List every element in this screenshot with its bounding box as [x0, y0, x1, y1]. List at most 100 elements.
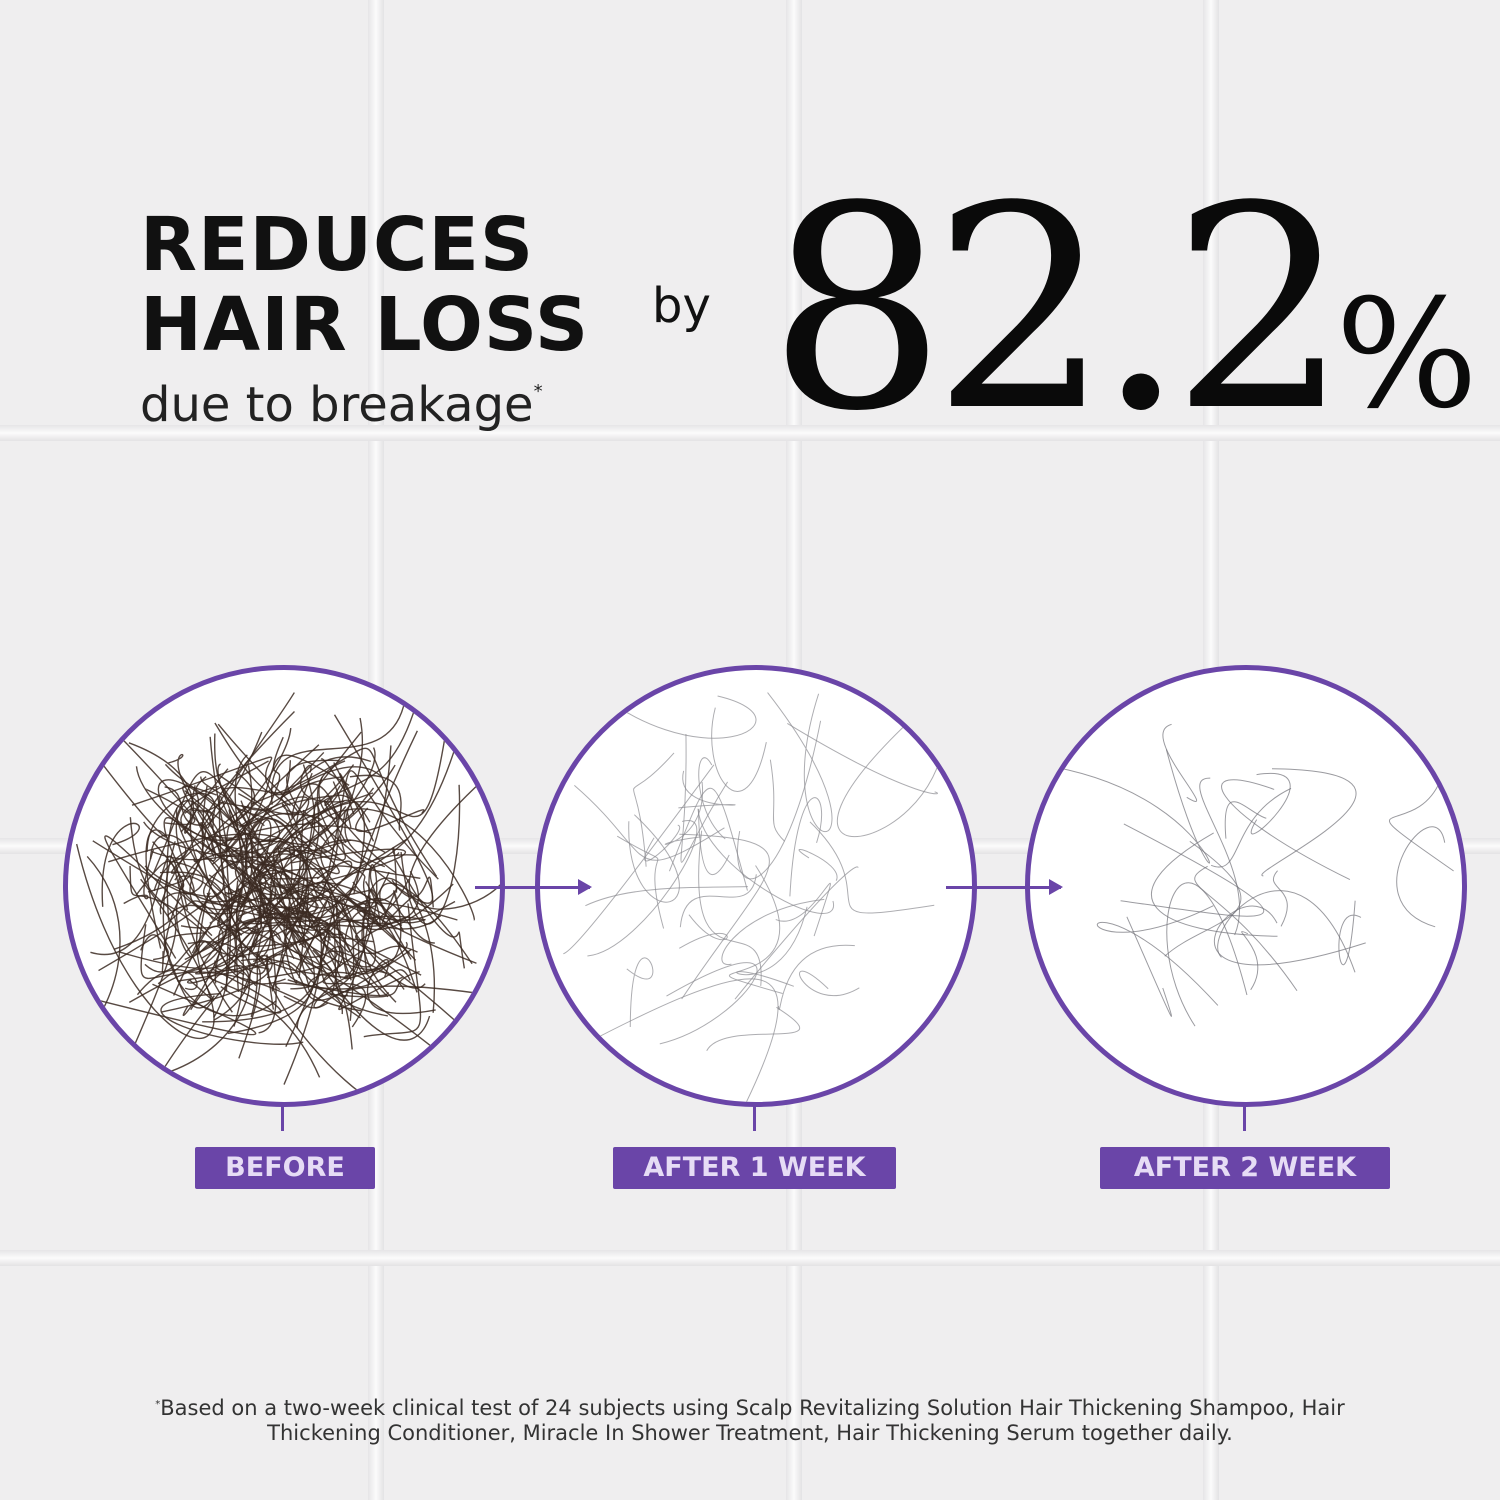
hair-strand: [233, 728, 320, 824]
hair-strand: [344, 717, 386, 868]
hair-strand: [809, 821, 935, 914]
hair-strand: [798, 970, 860, 997]
hair-strand: [233, 923, 320, 973]
headline: REDUCES HAIR LOSS: [140, 205, 589, 365]
hair-strand: [228, 809, 277, 947]
hair-strand: [223, 776, 343, 853]
hair-strand: [1221, 779, 1351, 881]
connector: [1243, 1106, 1246, 1131]
hair-strand: [1210, 787, 1292, 868]
hair-strand: [222, 786, 291, 794]
label-before: BEFORE: [195, 1147, 375, 1189]
hair-strand: [217, 773, 340, 875]
hair-strand: [798, 849, 838, 881]
hair-strand: [729, 865, 783, 994]
hair-strand: [315, 800, 366, 864]
arrow-right-icon: [475, 879, 592, 895]
hair-strand: [281, 764, 355, 828]
hair-strand: [226, 845, 322, 895]
hair-strand: [288, 839, 386, 970]
hair-strand: [187, 880, 262, 984]
hair-strand: [282, 848, 407, 892]
hair-strand: [698, 757, 726, 840]
hair-strand: [163, 817, 234, 920]
stat-number: 82.2: [768, 147, 1349, 473]
hair-strand: [145, 788, 196, 825]
hair-strand: [147, 827, 207, 893]
hair-strand: [356, 902, 458, 930]
hair-strand: [312, 888, 348, 975]
hair-strand: [1338, 900, 1362, 966]
hair-strand: [285, 907, 336, 1047]
hair-strand: [395, 859, 466, 969]
hair-strand: [258, 825, 372, 1034]
sub-text: due to breakage: [140, 377, 534, 433]
hair-strand: [664, 782, 704, 845]
hair-strand: [235, 881, 265, 993]
hair-strand: [195, 821, 217, 862]
hair-strand: [225, 880, 263, 992]
hair-strand: [290, 836, 454, 930]
hair-strand: [177, 960, 361, 1019]
hair-strand: [324, 918, 371, 935]
hair-strand: [248, 930, 270, 970]
hair-strand: [143, 821, 269, 859]
hair-strand: [679, 914, 728, 949]
hair-strand: [310, 890, 402, 971]
hair-strand: [391, 876, 434, 908]
hair-strand: [75, 843, 215, 1040]
hair-strand: [1199, 777, 1241, 936]
hair-strand: [578, 676, 757, 739]
hair-strand: [355, 878, 422, 976]
hair-strand: [711, 707, 767, 792]
hair-strand: [1126, 916, 1172, 1017]
hair-strand: [290, 945, 344, 990]
label-after-2-week: AFTER 2 WEEK: [1100, 1147, 1390, 1189]
hair-strand: [239, 796, 310, 883]
hair-strand: [1272, 870, 1288, 927]
hair-strand: [789, 797, 823, 897]
footnote-asterisk: *: [155, 1399, 161, 1410]
hair-strand: [136, 969, 198, 996]
hair-strand: [280, 751, 382, 798]
hair-strand: [101, 822, 140, 907]
connector: [281, 1106, 284, 1131]
hair-strand: [124, 817, 177, 1067]
hair-strand: [1120, 823, 1265, 917]
hair-strand: [1096, 905, 1219, 1006]
hair-strand: [585, 886, 748, 907]
hair-strand: [336, 888, 385, 909]
hair-strand: [160, 992, 304, 1045]
hair-strand: [679, 874, 757, 928]
hair-strand: [227, 946, 275, 1010]
hair-strand: [1162, 723, 1198, 802]
hair-strand: [626, 957, 654, 1027]
hair-strand: [1164, 840, 1242, 957]
hair-strand: [266, 936, 374, 979]
after-1-week-image: [535, 665, 977, 1107]
hair-strand: [767, 692, 833, 832]
hair-strand: [587, 820, 698, 957]
hair-strand: [270, 699, 406, 805]
hair-strand: [1038, 749, 1210, 864]
hair-strand: [152, 964, 261, 1088]
hair-strand: [295, 747, 376, 844]
hair-strand: [574, 784, 725, 861]
hair-strand: [320, 764, 396, 926]
hair-strand: [249, 795, 332, 846]
hair-strand: [175, 822, 316, 959]
hair-strand: [697, 809, 730, 876]
hair-strand: [144, 865, 317, 920]
hair-strand: [310, 714, 434, 904]
hair-strand: [557, 978, 779, 1102]
footnote: *Based on a two-week clinical test of 24…: [100, 1392, 1400, 1446]
hair-strand: [769, 759, 786, 842]
hair-strand: [321, 770, 439, 900]
hair-strand: [787, 723, 938, 795]
hair-strand: [736, 906, 808, 987]
hair-strand: [217, 723, 299, 816]
hair-strand: [247, 881, 323, 956]
hair-strand: [698, 830, 762, 986]
hair-strand: [129, 865, 257, 987]
